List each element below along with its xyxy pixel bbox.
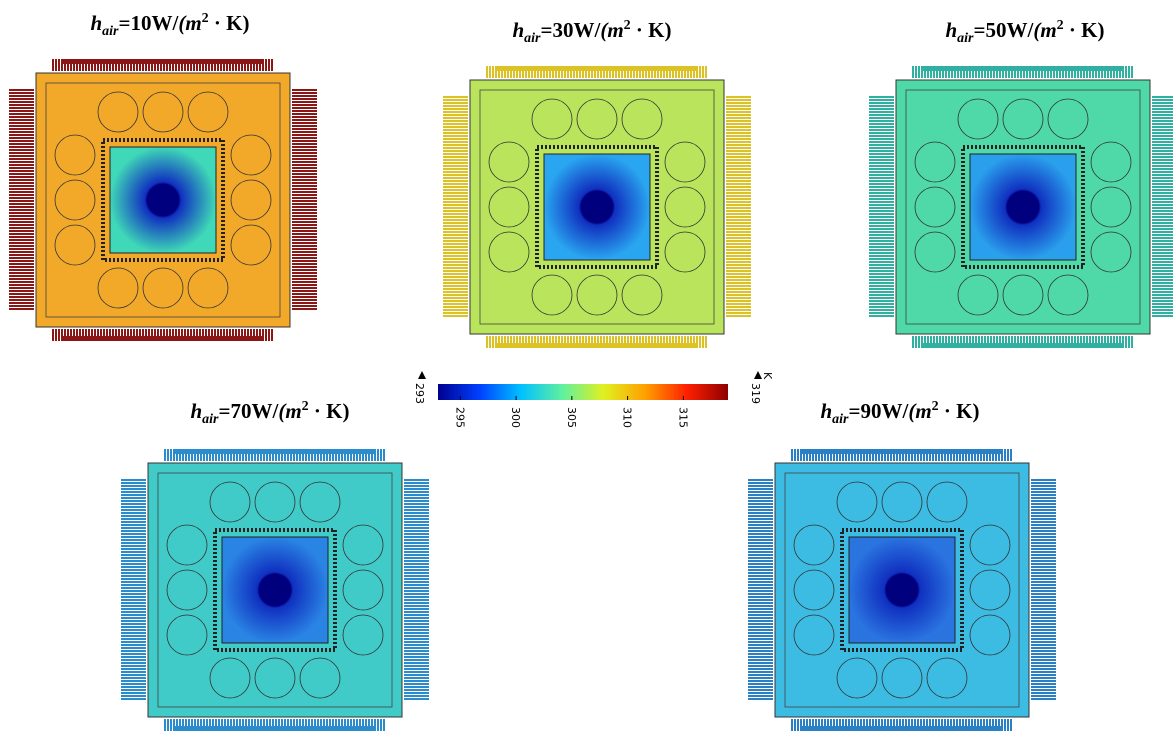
- colorbar-min-label: 293: [413, 383, 426, 404]
- panel-title: hair=50W/(m2 · K): [945, 18, 1104, 46]
- title-symbol: h: [90, 11, 102, 35]
- title-unit: · K): [939, 399, 980, 423]
- colorbar-tick-label: 315: [676, 407, 689, 428]
- title-unit: (m: [1033, 18, 1056, 42]
- title-unit: (m: [278, 399, 301, 423]
- colorbar-tick-label: 295: [453, 407, 466, 428]
- title-value: =30W/: [541, 18, 602, 42]
- colorbar-max-label: 319: [749, 383, 762, 404]
- title-value: =90W/: [849, 399, 910, 423]
- panel-title: hair=30W/(m2 · K): [512, 18, 671, 46]
- title-subscript: air: [832, 412, 849, 427]
- title-superscript: 2: [1057, 18, 1064, 33]
- title-value: =50W/: [974, 18, 1035, 42]
- die: [222, 537, 328, 643]
- max-marker: [754, 371, 762, 379]
- pin-bar: [923, 66, 1123, 71]
- title-subscript: air: [102, 24, 119, 39]
- pin-bar: [175, 726, 375, 731]
- pin-bar: [497, 66, 697, 71]
- title-symbol: h: [190, 399, 202, 423]
- title-subscript: air: [202, 412, 219, 427]
- die: [110, 147, 216, 253]
- panel: hair=90W/(m2 · K): [748, 399, 1056, 731]
- figure: hair=10W/(m2 · K)hair=30W/(m2 · K)hair=5…: [0, 0, 1173, 735]
- title-unit: · K): [1064, 18, 1105, 42]
- title-unit: (m: [600, 18, 623, 42]
- panel-title: hair=10W/(m2 · K): [90, 11, 249, 39]
- colorbar-tick-label: 310: [621, 407, 634, 428]
- panel: hair=10W/(m2 · K): [9, 11, 317, 341]
- pin-bar: [175, 449, 375, 454]
- pin-bar: [63, 59, 263, 64]
- die: [849, 537, 955, 643]
- title-superscript: 2: [932, 399, 939, 414]
- pin-bar: [63, 336, 263, 341]
- title-value: =70W/: [219, 399, 280, 423]
- panel-title: hair=70W/(m2 · K): [190, 399, 349, 427]
- colorbar-unit: K: [761, 372, 774, 380]
- panel: hair=50W/(m2 · K): [869, 18, 1173, 348]
- title-subscript: air: [957, 31, 974, 46]
- title-symbol: h: [512, 18, 524, 42]
- title-symbol: h: [945, 18, 957, 42]
- die: [970, 154, 1076, 260]
- panel-title: hair=90W/(m2 · K): [820, 399, 979, 427]
- panel: hair=30W/(m2 · K): [443, 18, 751, 348]
- pin-bar: [802, 449, 1002, 454]
- colorbar-tick-label: 305: [565, 407, 578, 428]
- title-unit: · K): [209, 11, 250, 35]
- pin-bar: [923, 343, 1123, 348]
- title-superscript: 2: [302, 399, 309, 414]
- title-symbol: h: [820, 399, 832, 423]
- pin-bar: [497, 343, 697, 348]
- colorbar-tick-label: 300: [509, 407, 522, 428]
- pin-bar: [802, 726, 1002, 731]
- title-value: =10W/: [119, 11, 180, 35]
- title-unit: (m: [908, 399, 931, 423]
- title-unit: (m: [178, 11, 201, 35]
- panel: hair=70W/(m2 · K): [121, 399, 429, 731]
- title-unit: · K): [631, 18, 672, 42]
- title-superscript: 2: [624, 18, 631, 33]
- die: [544, 154, 650, 260]
- title-unit: · K): [309, 399, 350, 423]
- min-marker: [418, 371, 426, 379]
- title-subscript: air: [524, 31, 541, 46]
- title-superscript: 2: [202, 11, 209, 26]
- colorbar: [438, 384, 728, 400]
